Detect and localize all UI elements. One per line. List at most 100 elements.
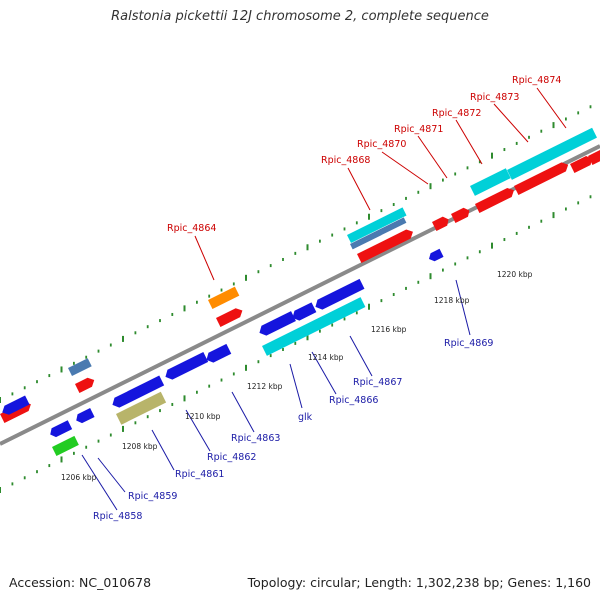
feature-olive-1 [116, 391, 167, 425]
feature-red-8 [514, 162, 569, 195]
tick-label-1212: 1212 kbp [247, 382, 283, 391]
track-dot [552, 212, 555, 219]
feature-blue-10 [429, 248, 444, 262]
gene-label-rpic-4868[interactable]: Rpic_4868 [321, 155, 370, 166]
gene-label-rpic-4863[interactable]: Rpic_4863 [231, 433, 280, 444]
feature-blue-7 [259, 311, 296, 336]
track-dot [183, 305, 186, 312]
track-dot [577, 111, 580, 115]
gene-label-rpic-4866[interactable]: Rpic_4866 [329, 395, 378, 406]
track-dot [282, 257, 284, 261]
feature-blue-6 [206, 343, 232, 363]
track-dot [515, 231, 518, 235]
gene-label-rpic-4859[interactable]: Rpic_4859 [128, 491, 177, 502]
track-dot [183, 395, 186, 402]
feature-cyan-3 [507, 127, 597, 180]
track-dot [171, 312, 174, 316]
tick-label-1220: 1220 kbp [497, 270, 533, 279]
track-dot [319, 239, 321, 243]
gene-label-rpic-4869[interactable]: Rpic_4869 [444, 338, 493, 349]
tick-label-1216: 1216 kbp [371, 325, 407, 334]
feature-cyan-2 [470, 168, 511, 196]
track-dot [85, 445, 88, 449]
track-dot [11, 482, 14, 486]
track-dot [503, 148, 506, 152]
track-dot [159, 409, 161, 413]
gene-label-rpic-4858[interactable]: Rpic_4858 [93, 511, 142, 522]
track-dot [97, 439, 100, 443]
gene-label-rpic-4864[interactable]: Rpic_4864 [167, 223, 216, 234]
gene-label-glk[interactable]: glk [298, 412, 313, 423]
gene-label-rpic-4861[interactable]: Rpic_4861 [175, 469, 224, 480]
track-dot [23, 386, 26, 390]
feature-blue-8 [292, 302, 317, 321]
gene-label-rpic-4873[interactable]: Rpic_4873 [470, 92, 519, 103]
feature-red-7 [475, 187, 514, 213]
track-dot [417, 280, 420, 284]
track-dot [528, 135, 530, 139]
track-dot [380, 299, 383, 303]
track-dot [380, 209, 383, 213]
track-dot [257, 360, 260, 364]
feature-blue-9 [315, 278, 365, 310]
gene-label-rpic-4871[interactable]: Rpic_4871 [394, 124, 443, 135]
track-dot [245, 364, 247, 371]
track-dot [589, 195, 592, 199]
track-dot [269, 264, 272, 268]
gene-label-rpic-4867[interactable]: Rpic_4867 [353, 377, 402, 388]
track-dot [220, 288, 223, 292]
track-dot [392, 293, 395, 297]
feature-steel-1 [68, 358, 92, 377]
gene-label-rpic-4862[interactable]: Rpic_4862 [207, 452, 256, 463]
track-dot [306, 244, 309, 251]
track-dot [540, 129, 543, 133]
track-dot [343, 317, 346, 321]
track-dot [220, 378, 223, 382]
feature-red-3 [216, 308, 243, 327]
feature-red-5 [432, 216, 449, 231]
track-dot [466, 166, 469, 170]
feature-blue-4 [112, 375, 165, 408]
feature-orange-1 [208, 286, 240, 309]
track-dot [478, 160, 481, 164]
track-dot [355, 311, 358, 315]
track-dot [73, 361, 75, 365]
track-dot [442, 178, 444, 182]
track-dot [36, 470, 38, 474]
track-dot [528, 225, 530, 229]
track-dot [23, 476, 26, 480]
track-dot [429, 183, 432, 190]
track-dot [109, 343, 112, 347]
gene-label-rpic-4874[interactable]: Rpic_4874 [512, 75, 561, 86]
track-dot [232, 372, 235, 376]
track-dot [36, 380, 38, 384]
track-dot [589, 105, 592, 109]
track-dot [232, 282, 235, 286]
label-leaders [81, 87, 567, 511]
track-dot [417, 190, 420, 194]
track-dot [429, 273, 432, 280]
track-dot [134, 421, 137, 425]
gene-label-rpic-4870[interactable]: Rpic_4870 [357, 139, 406, 150]
tick-label-1210: 1210 kbp [185, 412, 221, 421]
track-dot [368, 213, 370, 220]
gene-label-rpic-4872[interactable]: Rpic_4872 [432, 108, 481, 119]
dotted-tracks [0, 105, 592, 493]
track-dot [540, 219, 543, 223]
track-dot [11, 392, 14, 396]
track-dot [134, 331, 137, 335]
track-dot [122, 335, 124, 342]
tick-label-1214: 1214 kbp [308, 353, 344, 362]
feature-green-1 [52, 435, 79, 456]
accession-text: Accession: NC_010678 [9, 575, 152, 590]
track-dot [392, 203, 395, 207]
track-dot [294, 341, 297, 345]
track-dot [0, 487, 1, 493]
track-dot [109, 433, 112, 437]
track-dot [552, 122, 555, 129]
track-dot [442, 268, 444, 272]
track-dot [577, 201, 580, 205]
tick-label-1208: 1208 kbp [122, 442, 158, 451]
track-dot [122, 425, 124, 432]
